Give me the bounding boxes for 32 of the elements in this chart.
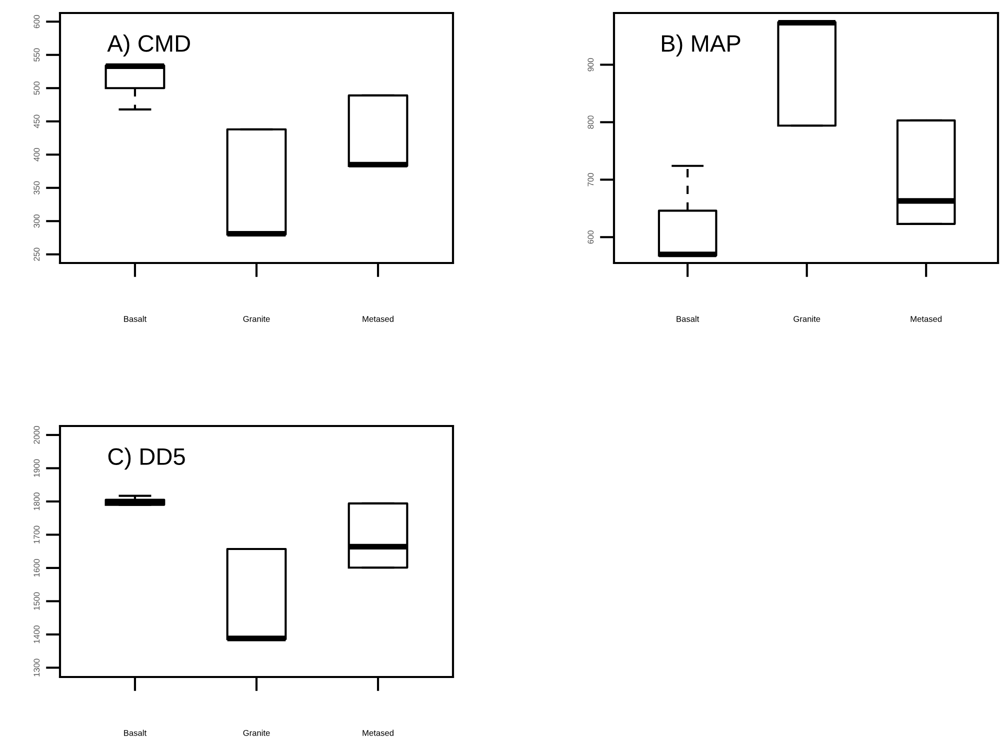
y-tick-label: 500 bbox=[34, 82, 40, 95]
x-tick-label: Granite bbox=[243, 730, 270, 736]
y-tick-label: 250 bbox=[34, 248, 40, 261]
x-tick-label: Basalt bbox=[676, 316, 700, 322]
y-tick-label: 1700 bbox=[34, 526, 40, 544]
y-tick-label: 1600 bbox=[34, 559, 40, 577]
y-tick-label: 600 bbox=[34, 15, 40, 28]
y-tick-label: 900 bbox=[588, 58, 594, 72]
y-tick-label: 1300 bbox=[34, 658, 40, 676]
y-tick-label: 550 bbox=[34, 48, 40, 62]
y-tick-label: 600 bbox=[588, 230, 594, 244]
x-tick-label: Metased bbox=[362, 316, 394, 322]
x-tick-label: Basalt bbox=[124, 316, 146, 322]
y-tick-label: 800 bbox=[588, 116, 594, 129]
y-tick-label: 1500 bbox=[34, 592, 40, 610]
text: A) CMD bbox=[107, 34, 190, 56]
y-tick-label: 400 bbox=[34, 148, 40, 162]
text: B) MAP bbox=[662, 34, 740, 56]
y-tick-label: 1900 bbox=[34, 459, 40, 477]
x-tick-label: Metased bbox=[910, 316, 942, 322]
y-tick-label: 350 bbox=[34, 181, 40, 194]
y-tick-label: 1400 bbox=[34, 626, 40, 644]
x-tick-label: Metased bbox=[362, 730, 394, 736]
y-tick-label: 700 bbox=[588, 173, 594, 186]
text: C) DD5 bbox=[108, 448, 185, 470]
x-tick-label: Granite bbox=[794, 316, 820, 322]
y-tick-label: 1800 bbox=[34, 492, 40, 510]
x-tick-label: Granite bbox=[243, 316, 270, 322]
y-tick-label: 300 bbox=[34, 214, 40, 228]
x-tick-label: Basalt bbox=[124, 730, 146, 736]
y-tick-label: 2000 bbox=[34, 426, 40, 444]
y-tick-label: 450 bbox=[34, 114, 40, 128]
